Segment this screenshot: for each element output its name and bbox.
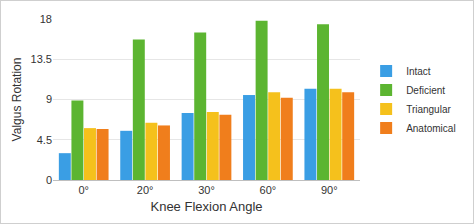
svg-text:4.5: 4.5 bbox=[37, 134, 52, 146]
svg-text:60°: 60° bbox=[260, 184, 277, 196]
svg-text:Valgus Rotation: Valgus Rotation bbox=[10, 58, 24, 142]
svg-text:Intact: Intact bbox=[406, 66, 431, 77]
svg-text:0: 0 bbox=[46, 174, 52, 186]
svg-text:90°: 90° bbox=[321, 184, 338, 196]
svg-text:Knee Flexion Angle: Knee Flexion Angle bbox=[150, 199, 262, 214]
svg-text:0°: 0° bbox=[78, 184, 89, 196]
svg-text:18: 18 bbox=[40, 13, 52, 25]
svg-text:Deficient: Deficient bbox=[406, 85, 445, 96]
svg-text:Anatomical: Anatomical bbox=[406, 123, 455, 134]
svg-text:30°: 30° bbox=[198, 184, 215, 196]
svg-text:13.5: 13.5 bbox=[31, 53, 52, 65]
svg-text:9: 9 bbox=[46, 93, 52, 105]
svg-text:Triangular: Triangular bbox=[406, 104, 451, 115]
svg-text:20°: 20° bbox=[137, 184, 154, 196]
